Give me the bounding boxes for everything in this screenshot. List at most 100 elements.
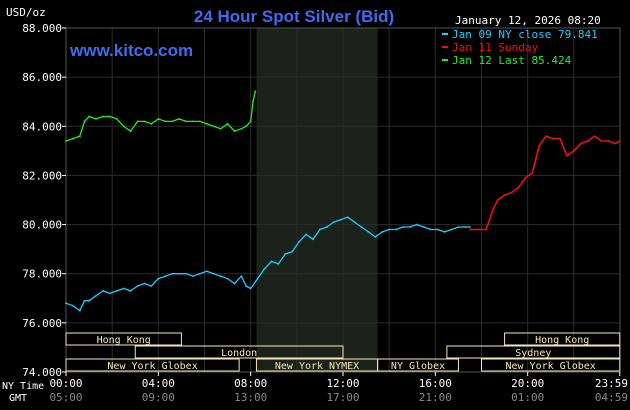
data-point bbox=[233, 282, 236, 285]
data-point bbox=[402, 226, 404, 228]
data-point bbox=[198, 272, 201, 275]
data-point bbox=[78, 309, 81, 312]
session-label: London bbox=[221, 348, 257, 359]
data-point bbox=[88, 115, 90, 118]
data-point bbox=[381, 231, 384, 233]
session-bar bbox=[65, 358, 240, 372]
data-point bbox=[157, 118, 160, 120]
data-point bbox=[485, 228, 488, 231]
y-axis-ticks: 74.000 76.000 78.000 80.000 82.000 84.000 86.0… bbox=[22, 22, 66, 379]
y-tick-label: 82.000 bbox=[22, 169, 62, 182]
data-point bbox=[395, 228, 397, 231]
data-point bbox=[339, 218, 342, 221]
data-point bbox=[212, 125, 215, 128]
data-point bbox=[95, 294, 97, 297]
data-point bbox=[277, 262, 280, 265]
legend-label: Jan 11 Sunday bbox=[452, 41, 538, 54]
data-point bbox=[88, 299, 90, 302]
data-point bbox=[388, 228, 391, 231]
data-point bbox=[83, 299, 86, 302]
gmt-tick: 04:59 bbox=[595, 391, 628, 404]
data-point bbox=[72, 304, 74, 307]
data-point bbox=[102, 290, 104, 292]
legend-label: Jan 09 NY close 79.841 bbox=[452, 28, 598, 41]
data-point bbox=[443, 231, 446, 233]
data-point bbox=[409, 226, 411, 228]
data-point bbox=[367, 231, 370, 233]
ny-time-tick: 20:00 bbox=[511, 377, 544, 390]
data-point bbox=[178, 272, 181, 275]
data-point bbox=[284, 253, 287, 255]
gmt-tick: 17:00 bbox=[326, 391, 359, 404]
y-tick-label: 78.000 bbox=[22, 268, 62, 281]
ny-time-tick: 23:59 bbox=[595, 377, 628, 390]
data-point bbox=[83, 120, 86, 123]
data-point bbox=[607, 140, 610, 142]
market-sessions: Hong Kong London New York Globex New York N… bbox=[65, 332, 621, 372]
session-bar bbox=[377, 358, 459, 372]
data-point bbox=[233, 130, 236, 133]
data-point bbox=[164, 275, 167, 278]
data-point bbox=[469, 226, 471, 228]
data-point bbox=[353, 221, 356, 224]
data-point bbox=[78, 135, 81, 138]
legend-label: Jan 12 Last 85.424 bbox=[452, 54, 572, 67]
session-bar bbox=[65, 332, 182, 346]
series-line-1 bbox=[470, 135, 621, 231]
nymex-shaded-region bbox=[256, 28, 378, 372]
data-point bbox=[559, 137, 561, 140]
data-point bbox=[566, 154, 568, 157]
data-point bbox=[150, 285, 153, 287]
data-point bbox=[298, 240, 301, 243]
data-point bbox=[65, 140, 67, 142]
data-point bbox=[185, 272, 187, 275]
data-point bbox=[480, 228, 483, 231]
data-point bbox=[360, 226, 363, 228]
data-point bbox=[457, 226, 460, 228]
data-point bbox=[270, 260, 273, 263]
data-point bbox=[256, 277, 259, 280]
data-point bbox=[524, 176, 527, 179]
data-point bbox=[198, 120, 201, 123]
data-point bbox=[108, 292, 111, 295]
ny-time-tick: 12:00 bbox=[326, 377, 359, 390]
ny-time-tick: 16:00 bbox=[419, 377, 452, 390]
data-point bbox=[600, 140, 603, 142]
data-point bbox=[332, 221, 335, 224]
data-point bbox=[65, 302, 67, 305]
data-point bbox=[496, 199, 499, 201]
session-bar bbox=[446, 345, 621, 359]
data-point bbox=[593, 135, 596, 138]
data-point bbox=[572, 149, 575, 152]
session-label: Hong Kong bbox=[97, 335, 151, 346]
data-point bbox=[219, 275, 222, 278]
y-tick-label: 80.000 bbox=[22, 219, 62, 232]
data-point bbox=[503, 194, 506, 196]
data-point bbox=[122, 125, 125, 128]
data-point bbox=[143, 282, 146, 285]
data-point bbox=[240, 275, 243, 278]
data-point bbox=[171, 120, 174, 123]
session-label: New York Globex bbox=[107, 361, 197, 372]
gmt-tick: 05:00 bbox=[49, 391, 82, 404]
session-label: NY Globex bbox=[391, 361, 445, 372]
data-point bbox=[254, 90, 257, 93]
data-point bbox=[510, 191, 513, 194]
data-point bbox=[192, 275, 194, 278]
gmt-label: GMT bbox=[9, 393, 27, 404]
data-point bbox=[115, 118, 118, 120]
grid-lines bbox=[65, 27, 621, 373]
data-point bbox=[312, 238, 314, 241]
data-point bbox=[436, 228, 439, 231]
data-point bbox=[305, 233, 307, 236]
session-label: Sydney bbox=[515, 348, 551, 359]
data-point bbox=[205, 122, 208, 125]
gmt-tick: 21:00 bbox=[419, 391, 452, 404]
timestamp: January 12, 2026 08:20 bbox=[455, 14, 601, 27]
data-point bbox=[291, 250, 294, 253]
data-point bbox=[464, 226, 467, 228]
gmt-tick: 09:00 bbox=[142, 391, 175, 404]
